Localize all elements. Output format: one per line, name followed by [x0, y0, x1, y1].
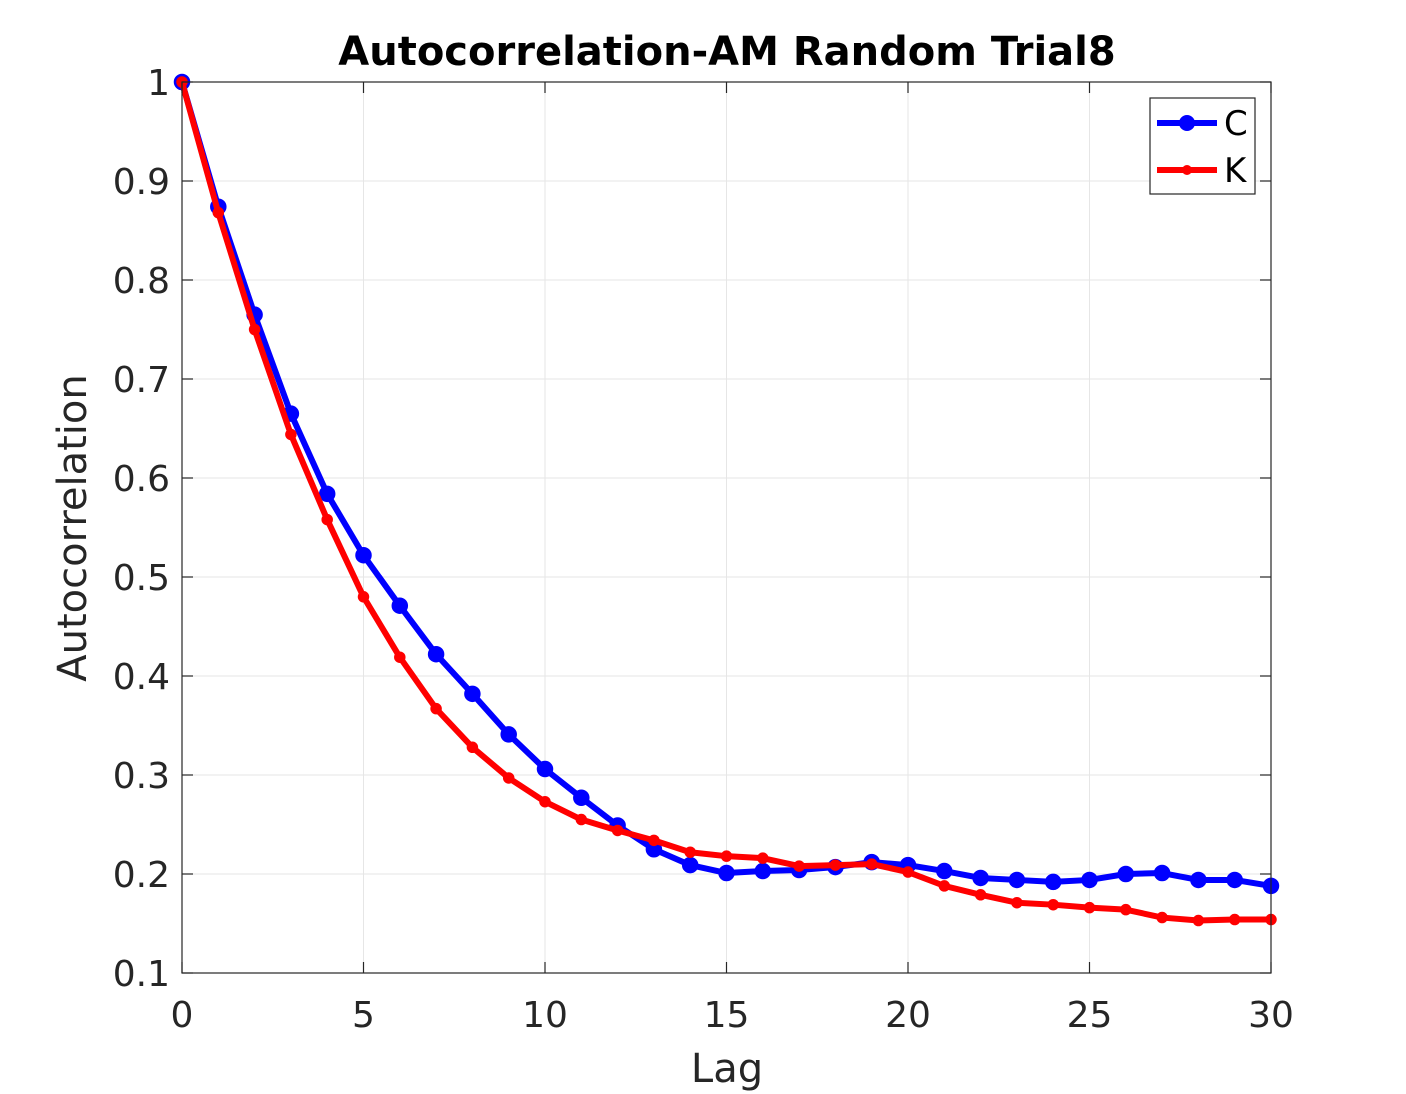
data-point-C [972, 869, 989, 887]
data-point-K [757, 852, 769, 864]
data-point-K [1011, 896, 1023, 909]
x-tick-label: 30 [1248, 995, 1294, 1036]
data-point-C [1008, 871, 1026, 889]
data-point-C [1153, 864, 1171, 882]
data-point-K [502, 772, 515, 784]
data-point-K [1192, 914, 1205, 927]
legend-marker-K [1182, 165, 1192, 175]
data-point-C [1226, 871, 1243, 889]
data-point-K [575, 813, 588, 826]
data-point-K [720, 850, 733, 862]
data-point-C [754, 862, 772, 880]
data-point-C [718, 864, 735, 882]
data-point-K [1083, 901, 1096, 914]
data-point-K [285, 428, 297, 441]
x-tick-label: 0 [171, 995, 194, 1036]
y-tick-label: 1 [147, 63, 170, 104]
data-point-K [902, 866, 914, 878]
y-tick-label: 0.6 [113, 459, 170, 500]
data-point-K [938, 880, 951, 892]
data-point-K [394, 651, 406, 663]
data-point-C [391, 597, 409, 614]
y-axis-label: Autocorrelation [50, 374, 96, 682]
data-point-C [536, 760, 554, 778]
y-tick-label: 0.5 [113, 558, 170, 599]
x-axis-label: Lag [691, 1046, 763, 1092]
data-point-K [539, 795, 551, 808]
legend-box [1149, 97, 1256, 195]
data-point-K [684, 846, 696, 858]
legend-label-K: K [1224, 151, 1248, 191]
y-tick-label: 0.4 [113, 657, 170, 698]
data-point-C [355, 546, 372, 564]
y-tick-label: 0.9 [113, 162, 170, 203]
data-point-K [1156, 911, 1168, 924]
series-group [173, 73, 1280, 927]
y-tick-label: 0.8 [113, 261, 170, 302]
x-tick-label: 15 [704, 995, 750, 1036]
data-point-C [1044, 873, 1062, 891]
data-point-C [681, 856, 699, 874]
data-point-K [829, 859, 842, 871]
data-point-K [648, 834, 660, 847]
data-point-K [974, 889, 987, 901]
data-point-C [1081, 871, 1098, 889]
data-point-C [936, 862, 953, 880]
x-tick-labels: 0 5 10 15 20 25 30 [171, 995, 1294, 1036]
data-point-K [466, 741, 479, 754]
data-point-C [1190, 871, 1207, 889]
data-point-K [611, 824, 624, 837]
x-tick-label: 10 [522, 995, 568, 1036]
tick-marks [181, 81, 1272, 974]
x-tick-label: 5 [352, 995, 375, 1036]
data-point-K [1047, 898, 1059, 911]
y-tick-labels: 0.1 0.2 0.3 0.4 0.5 0.6 0.7 0.8 0.9 1 [113, 63, 170, 995]
legend-entry-K: K [1157, 151, 1248, 191]
data-point-C [573, 789, 590, 807]
data-point-K [430, 702, 442, 715]
legend-label-C: C [1224, 104, 1248, 144]
data-point-K [1228, 913, 1241, 926]
series-K [176, 76, 1277, 927]
x-tick-label: 25 [1067, 995, 1113, 1036]
data-point-K [1120, 903, 1132, 916]
y-tick-label: 0.7 [113, 360, 170, 401]
data-point-C [464, 685, 481, 703]
data-point-K [212, 206, 225, 219]
data-point-K [357, 591, 370, 603]
legend-entry-C: C [1157, 104, 1248, 144]
legend: CK [1149, 97, 1256, 195]
data-point-C [500, 726, 517, 743]
y-tick-label: 0.1 [113, 954, 170, 995]
x-tick-label: 20 [885, 995, 931, 1036]
chart-title: Autocorrelation-AM Random Trial8 [338, 29, 1115, 75]
data-point-K [793, 860, 805, 872]
data-point-K [248, 323, 261, 336]
data-point-C [427, 645, 445, 663]
data-point-K [865, 858, 878, 870]
legend-marker-C [1179, 115, 1195, 131]
y-tick-label: 0.2 [113, 855, 170, 896]
data-point-C [1117, 865, 1135, 883]
data-point-K [321, 513, 333, 526]
y-tick-label: 0.3 [113, 756, 170, 797]
data-point-C [318, 485, 336, 503]
